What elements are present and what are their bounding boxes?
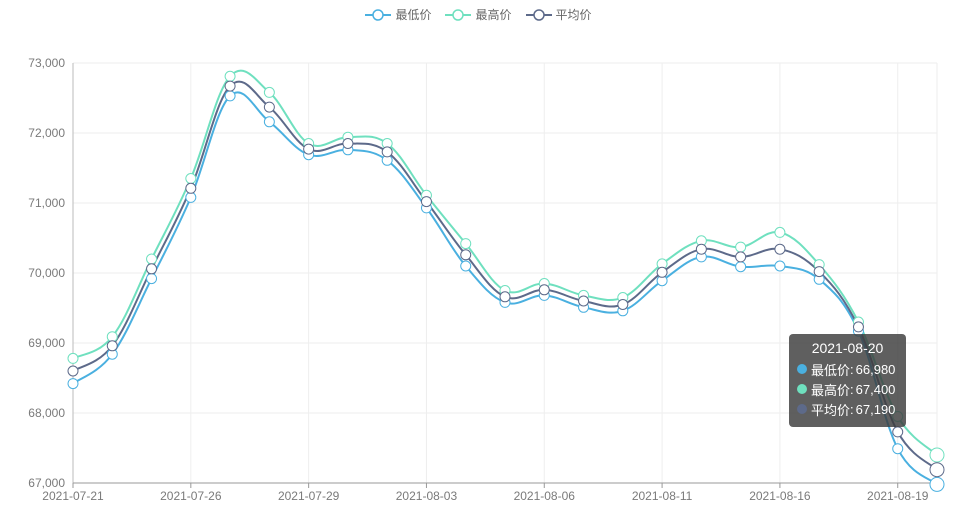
data-point[interactable]: [617, 299, 629, 310]
data-point[interactable]: [735, 251, 747, 263]
data-point[interactable]: [67, 352, 79, 364]
x-tick-label: 2021-07-29: [278, 489, 340, 503]
data-point[interactable]: [929, 462, 945, 478]
data-point[interactable]: [224, 80, 236, 92]
data-point[interactable]: [460, 260, 472, 272]
legend-line-circle-icon: [365, 8, 392, 21]
data-point[interactable]: [342, 138, 354, 149]
x-tick-label: 2021-08-16: [749, 489, 811, 503]
y-tick-label: 73,000: [28, 56, 65, 70]
data-point[interactable]: [106, 331, 118, 343]
data-point[interactable]: [735, 261, 747, 273]
data-point[interactable]: [499, 291, 511, 303]
tooltip-dot-icon: [797, 404, 807, 414]
data-point[interactable]: [929, 476, 945, 492]
tooltip-row-min: 最低价: 66,980: [797, 359, 898, 379]
series-line: [72, 91, 938, 486]
legend-item-min[interactable]: 最低价: [365, 6, 431, 23]
data-point[interactable]: [67, 378, 79, 390]
data-point[interactable]: [656, 266, 668, 278]
legend-label-max: 最高价: [475, 8, 512, 22]
series-line: [72, 80, 938, 471]
data-point[interactable]: [420, 196, 432, 208]
y-tick-label: 68,000: [28, 406, 65, 420]
axes: 67,000 68,000 69,000 70,000 71,000 72,000 73,0…: [28, 56, 937, 503]
legend-label-avg: 平均价: [555, 8, 592, 22]
legend-item-avg[interactable]: 平均价: [525, 6, 592, 23]
tooltip-row-max: 最高价: 67,400: [797, 379, 898, 399]
data-point[interactable]: [852, 321, 864, 333]
tooltip-row-avg: 平均价: 67,190: [797, 399, 898, 419]
data-point[interactable]: [224, 70, 236, 82]
data-point[interactable]: [892, 426, 904, 438]
data-point[interactable]: [892, 443, 904, 455]
data-point[interactable]: [929, 447, 945, 463]
legend-line-circle-icon: [525, 8, 552, 21]
x-tick-label: 2021-08-06: [514, 489, 576, 503]
tooltip-value: 66,980: [855, 361, 896, 377]
legend: 最低价 最高价 平均价: [0, 6, 957, 23]
data-point[interactable]: [774, 243, 786, 255]
data-point[interactable]: [774, 260, 786, 272]
tooltip-value: 67,190: [855, 401, 896, 417]
data-point[interactable]: [774, 226, 786, 238]
data-point[interactable]: [146, 263, 158, 275]
data-point[interactable]: [381, 146, 393, 158]
data-point[interactable]: [735, 241, 747, 253]
tooltip: 2021-08-20 最低价: 66,980 最高价: 67,400 平均价: …: [789, 334, 906, 427]
data-point[interactable]: [146, 253, 158, 265]
series-layer: [67, 69, 945, 492]
y-tick-label: 70,000: [28, 266, 65, 280]
data-point[interactable]: [106, 340, 118, 352]
x-tick-label: 2021-07-26: [160, 489, 222, 503]
data-point[interactable]: [185, 182, 197, 194]
data-point[interactable]: [185, 191, 197, 203]
data-point[interactable]: [263, 86, 275, 98]
tooltip-dot-icon: [797, 364, 807, 374]
data-point[interactable]: [185, 173, 197, 184]
data-point[interactable]: [263, 101, 275, 113]
data-point[interactable]: [224, 90, 236, 102]
y-tick-label: 71,000: [28, 196, 65, 210]
data-point[interactable]: [67, 365, 79, 377]
data-point[interactable]: [303, 143, 315, 155]
data-point[interactable]: [538, 284, 550, 296]
data-point[interactable]: [460, 249, 472, 261]
data-point[interactable]: [146, 273, 158, 285]
tooltip-dot-icon: [797, 384, 807, 394]
y-tick-label: 69,000: [28, 336, 65, 350]
data-point[interactable]: [263, 116, 275, 128]
tooltip-date: 2021-08-20: [811, 340, 884, 356]
tooltip-label: 最低价: [811, 362, 851, 378]
y-tick-label: 72,000: [28, 126, 65, 140]
x-tick-label: 2021-07-21: [42, 489, 104, 503]
y-tick-label: 67,000: [28, 476, 65, 490]
data-point[interactable]: [578, 295, 590, 307]
data-point[interactable]: [460, 238, 472, 250]
x-tick-label: 2021-08-03: [396, 489, 458, 503]
legend-line-circle-icon: [445, 8, 472, 21]
x-tick-label: 2021-08-19: [867, 489, 929, 503]
legend-item-max[interactable]: 最高价: [445, 6, 512, 23]
series-line: [72, 69, 938, 456]
x-tick-label: 2021-08-11: [632, 489, 693, 503]
legend-label-min: 最低价: [395, 8, 432, 22]
tooltip-label: 最高价: [811, 382, 851, 398]
tooltip-value: 67,400: [855, 381, 896, 397]
tooltip-label: 平均价: [811, 402, 851, 418]
data-point[interactable]: [813, 266, 825, 278]
data-point[interactable]: [695, 243, 707, 255]
